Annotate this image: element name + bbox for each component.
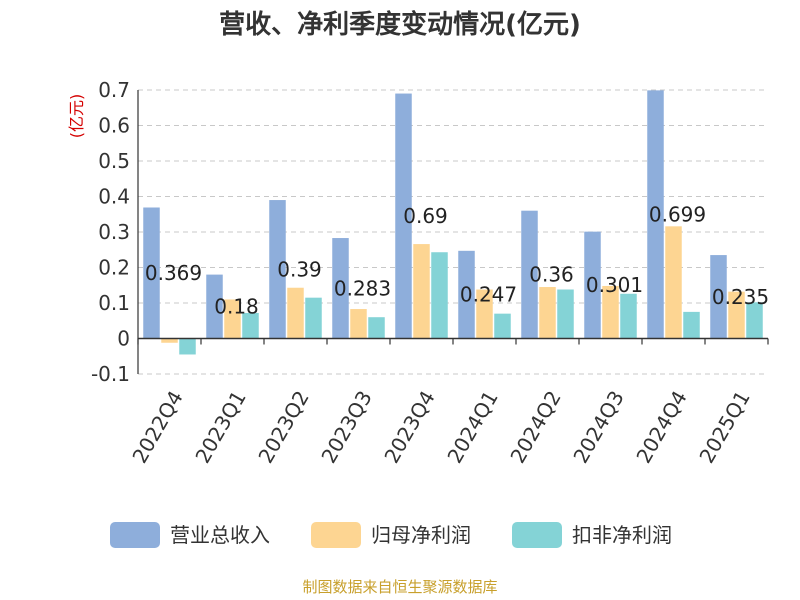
data-source-note: 制图数据来自恒生聚源数据库 [302, 578, 497, 596]
legend-swatch [311, 522, 361, 548]
x-tick-label: 2022Q4 [127, 387, 187, 468]
y-tick-label: 0 [117, 327, 130, 351]
bar-series-2 [413, 244, 430, 339]
x-tick-label: 2023Q2 [253, 387, 313, 468]
bar-series-1 [647, 90, 664, 339]
y-tick-label: 0.5 [98, 149, 130, 173]
legend-swatch [512, 522, 562, 548]
data-label: 0.283 [334, 276, 391, 300]
bar-series-1 [269, 200, 286, 339]
x-tick-label: 2024Q3 [568, 387, 628, 468]
data-label: 0.69 [403, 204, 448, 228]
x-tick-label: 2023Q1 [190, 387, 250, 468]
data-labels: 0.369 0.18 0.39 0.283 0.69 0.247 0.36 0.301 0.69… [145, 202, 769, 318]
x-tick-label: 2025Q1 [694, 387, 754, 468]
data-label: 0.699 [649, 202, 706, 226]
data-label: 0.247 [460, 283, 517, 307]
bar-series-1 [143, 207, 160, 339]
bar-series-3 [620, 293, 637, 339]
bar-series-3 [305, 297, 322, 339]
bar-series-2 [665, 226, 682, 339]
y-axis-unit-label: (亿元) [67, 94, 86, 139]
bar-series-3 [431, 252, 448, 339]
bar-series-2 [476, 289, 493, 339]
chart-title: 营收、净利季度变动情况(亿元) [219, 9, 581, 40]
x-tick-label: 2023Q3 [316, 387, 376, 468]
bar-series-1 [710, 255, 727, 339]
data-label: 0.36 [529, 263, 574, 287]
data-label: 0.301 [586, 273, 643, 297]
bar-series-3 [242, 312, 259, 339]
y-tick-label: 0.7 [98, 78, 130, 102]
y-tick-label: 0.1 [98, 291, 130, 315]
legend-label: 扣非净利润 [572, 523, 672, 547]
y-tick-label: -0.1 [91, 362, 130, 386]
bar-series-3 [683, 311, 700, 339]
bar-series-2 [287, 287, 304, 339]
bar-series-1 [458, 250, 475, 339]
bars [143, 90, 763, 355]
bar-series-3 [179, 338, 196, 355]
data-label: 0.18 [214, 295, 259, 319]
legend-label: 营业总收入 [170, 523, 270, 547]
bar-series-3 [494, 313, 511, 339]
bar-series-2 [224, 299, 241, 339]
y-tick-label: 0.3 [98, 220, 130, 244]
data-label: 0.39 [277, 257, 322, 281]
bar-series-3 [746, 302, 763, 339]
legend-label: 归母净利润 [371, 523, 471, 547]
x-tick-label: 2024Q4 [631, 387, 691, 468]
legend-swatch [110, 522, 160, 548]
y-tick-label: 0.2 [98, 256, 130, 280]
bar-series-1 [521, 210, 538, 339]
x-tick-label: 2024Q2 [505, 387, 565, 468]
bar-series-3 [368, 317, 385, 339]
bar-series-1 [584, 231, 601, 339]
bar-series-1 [332, 238, 349, 339]
legend: 营业总收入 归母净利润 扣非净利润 [110, 522, 672, 548]
bar-series-3 [557, 289, 574, 339]
bar-series-1 [206, 274, 223, 339]
bar-series-2 [161, 338, 178, 343]
data-label: 0.235 [712, 285, 769, 309]
bar-series-2 [539, 287, 556, 339]
bar-series-2 [350, 309, 367, 339]
x-tick-label: 2023Q4 [379, 387, 439, 468]
bar-series-1 [395, 93, 412, 339]
bar-series-2 [602, 285, 619, 339]
y-tick-label: 0.4 [98, 185, 130, 209]
x-tick-label: 2024Q1 [442, 387, 502, 468]
data-label: 0.369 [145, 261, 202, 285]
bar-series-2 [728, 291, 745, 339]
y-tick-label: 0.6 [98, 114, 130, 138]
